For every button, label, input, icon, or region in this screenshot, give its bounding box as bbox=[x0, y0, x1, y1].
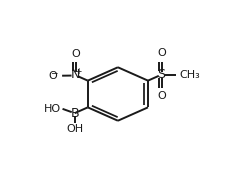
Text: CH₃: CH₃ bbox=[179, 70, 200, 80]
Text: HO: HO bbox=[44, 104, 61, 114]
Text: O: O bbox=[71, 49, 80, 59]
Text: OH: OH bbox=[66, 124, 83, 134]
Text: +: + bbox=[75, 67, 82, 76]
Text: S: S bbox=[157, 68, 165, 81]
Text: O: O bbox=[156, 48, 165, 58]
Text: B: B bbox=[70, 107, 79, 120]
Text: N: N bbox=[70, 68, 79, 81]
Text: O: O bbox=[156, 91, 165, 101]
Text: −: − bbox=[50, 68, 58, 77]
Text: O: O bbox=[49, 71, 57, 81]
